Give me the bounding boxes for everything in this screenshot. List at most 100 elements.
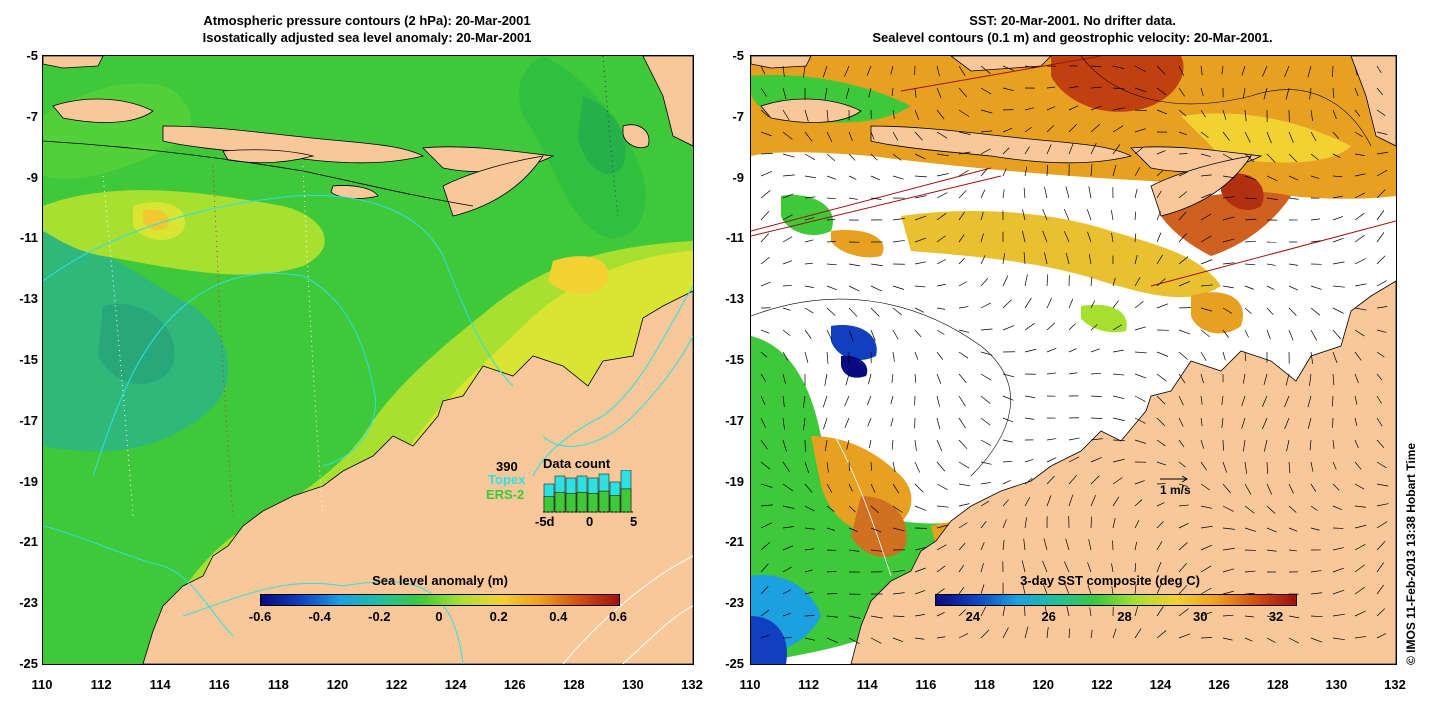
velocity-vector	[980, 562, 984, 573]
velocity-vector	[804, 505, 815, 512]
velocity-vector	[1376, 255, 1386, 265]
velocity-vector	[958, 65, 966, 76]
velocity-vector	[1090, 395, 1102, 398]
velocity-vector	[958, 483, 971, 487]
x-tick-label: 116	[915, 677, 937, 692]
velocity-vector	[1376, 417, 1383, 427]
velocity-vector	[1090, 123, 1101, 133]
velocity-vector	[1090, 629, 1093, 639]
velocity-vector	[980, 351, 993, 356]
velocity-vector	[1024, 496, 1031, 507]
velocity-vector	[1178, 233, 1187, 243]
velocity-vector	[1222, 568, 1235, 573]
colorbar-tick-label: -0.4	[308, 609, 331, 624]
velocity-vector	[1042, 560, 1048, 573]
velocity-vector	[1134, 128, 1146, 133]
velocity-vector	[804, 591, 814, 595]
velocity-vector	[1046, 372, 1057, 375]
velocity-vector	[1178, 461, 1186, 468]
velocity-vector	[1134, 480, 1145, 485]
colorbar-tick-label: 0.4	[549, 609, 568, 624]
velocity-vector	[890, 65, 894, 75]
velocity-vector	[782, 526, 795, 529]
velocity-vector	[1221, 395, 1224, 406]
velocity-vector	[936, 373, 942, 384]
velocity-vector	[1310, 218, 1321, 221]
velocity-vector	[1156, 417, 1166, 426]
y-tick-label: -17	[725, 412, 744, 428]
velocity-vector	[914, 131, 923, 141]
velocity-vector	[1222, 109, 1227, 120]
velocity-vector	[848, 131, 853, 142]
velocity-vector	[848, 615, 861, 619]
velocity-vector	[1024, 274, 1028, 287]
y-tick-label: -15	[725, 352, 744, 367]
velocity-vector	[1354, 87, 1359, 97]
velocity-vector	[1156, 65, 1166, 75]
velocity-vector	[1200, 259, 1213, 265]
velocity-vector	[1354, 395, 1358, 405]
velocity-vector	[914, 351, 919, 360]
velocity-vector	[914, 329, 922, 338]
left-colorbar-label: Sea level anomaly (m)	[372, 573, 508, 588]
y-tick-label: -19	[725, 473, 744, 489]
x-tick-label: 116	[208, 677, 230, 692]
velocity-vector	[1376, 461, 1387, 469]
velocity-vector	[1200, 213, 1212, 221]
ers2-bar	[543, 496, 555, 513]
velocity-vector	[1288, 505, 1297, 513]
velocity-vector	[1244, 218, 1257, 221]
velocity-vector	[958, 542, 966, 551]
velocity-vector	[1068, 86, 1079, 89]
velocity-vector	[1354, 417, 1358, 426]
velocity-vector	[870, 263, 883, 267]
y-tick-label: -15	[19, 352, 38, 367]
velocity-vector	[1244, 527, 1257, 532]
velocity-vector	[980, 373, 992, 381]
velocity-vector	[936, 259, 946, 265]
velocity-vector	[1178, 522, 1189, 529]
velocity-vector	[1332, 373, 1335, 386]
velocity-vector	[782, 153, 795, 158]
velocity-vector	[804, 217, 815, 221]
velocity-vector	[914, 175, 927, 178]
velocity-vector	[1090, 372, 1102, 375]
velocity-vector	[760, 373, 767, 382]
velocity-vector	[958, 564, 965, 573]
velocity-vector	[1046, 106, 1056, 111]
velocity-vector	[1068, 323, 1076, 331]
velocity-vector	[1288, 197, 1299, 200]
velocity-vector	[1134, 277, 1141, 287]
velocity-vector	[1088, 254, 1092, 265]
velocity-vector	[1156, 109, 1168, 115]
velocity-vector	[936, 192, 948, 199]
velocity-vector	[1310, 153, 1319, 161]
velocity-vector	[892, 569, 905, 573]
velocity-vector	[1200, 329, 1210, 338]
velocity-vector	[804, 527, 815, 530]
velocity-vector	[958, 417, 966, 429]
velocity-vector	[1266, 549, 1277, 552]
velocity-vector	[1112, 458, 1125, 463]
velocity-vector	[782, 439, 787, 452]
velocity-vector	[1266, 461, 1269, 474]
velocity-vector	[1376, 280, 1387, 287]
velocity-vector	[1021, 560, 1026, 573]
velocity-vector	[1354, 65, 1358, 76]
velocity-vector	[980, 417, 991, 426]
velocity-vector	[1266, 131, 1272, 144]
colorbar-tick-label: -0.6	[248, 609, 272, 624]
velocity-vector	[1354, 610, 1366, 617]
ers2-bar	[609, 495, 621, 513]
velocity-vector	[1178, 191, 1187, 199]
velocity-vector	[760, 351, 768, 358]
x-tick-label: 124	[1149, 677, 1172, 692]
velocity-vector	[958, 109, 970, 117]
velocity-vector	[1002, 275, 1009, 287]
velocity-vector	[936, 213, 947, 221]
velocity-vector	[1068, 298, 1074, 309]
velocity-vector	[1112, 87, 1125, 90]
velocity-vector	[1288, 153, 1297, 162]
velocity-vector	[760, 210, 770, 221]
y-tick-label: -25	[19, 656, 38, 671]
